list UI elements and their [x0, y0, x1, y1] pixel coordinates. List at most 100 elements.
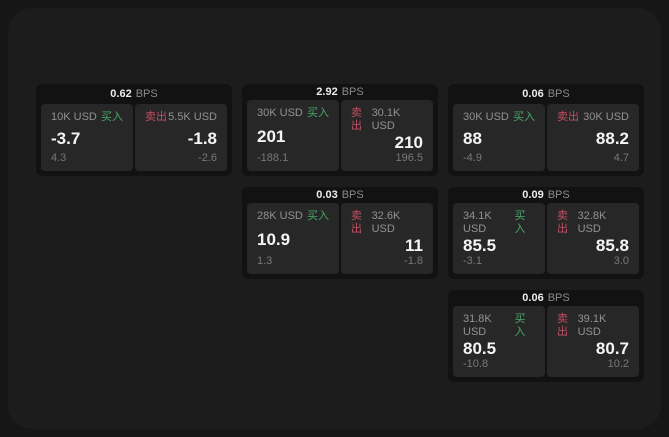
sell-price: 11: [405, 236, 423, 255]
sell-sub-value: 4.7: [613, 152, 629, 164]
buy-price: 201: [257, 126, 286, 146]
buy-label: 买入: [307, 107, 329, 119]
buy-amount: 30K USD: [463, 111, 509, 123]
card-body: 30K USD 买入 201 -188.1 卖出 30.1K USD 210 1…: [242, 100, 438, 176]
sell-panel[interactable]: 卖出 39.1K USD 80.7 10.2: [547, 306, 639, 377]
sell-sub-value: 196.5: [395, 152, 423, 164]
sell-label-row: 卖出 32.8K USD: [557, 210, 629, 236]
card-header: 0.09 BPS: [448, 187, 644, 203]
bps-unit-label: BPS: [341, 189, 364, 201]
card-body: 31.8K USD 买入 80.5 -10.8 卖出 39.1K USD 80.…: [448, 306, 644, 382]
sell-label-row: 卖出 30.1K USD: [351, 107, 423, 133]
bps-unit-label: BPS: [547, 189, 570, 201]
buy-price: -3.7: [51, 128, 81, 148]
sell-price: 210: [394, 133, 423, 152]
app-window: 0.62 BPS 10K USD 买入 -3.7 4.3 卖出 5.5K USD…: [8, 8, 661, 429]
sell-price: -1.8: [187, 128, 217, 148]
sell-sub-value: 3.0: [613, 255, 629, 267]
bps-value: 0.06: [522, 88, 544, 100]
buy-label: 买入: [514, 210, 526, 235]
quote-cards-grid: 0.62 BPS 10K USD 买入 -3.7 4.3 卖出 5.5K USD…: [36, 84, 644, 382]
sell-label-row: 卖出 39.1K USD: [557, 313, 629, 339]
buy-sub-value: 4.3: [51, 152, 67, 164]
sell-panel[interactable]: 卖出 30.1K USD 210 196.5: [341, 100, 433, 171]
bps-value: 0.09: [522, 189, 544, 201]
sell-amount: 32.6K USD: [371, 210, 401, 235]
buy-sub-value: -3.1: [463, 255, 482, 267]
sell-sub-value: -1.8: [404, 255, 423, 267]
buy-sub-value: -10.8: [463, 358, 489, 370]
sell-amount: 5.5K USD: [168, 111, 217, 123]
buy-label: 买入: [307, 210, 329, 222]
card-body: 30K USD 买入 88 -4.9 卖出 30K USD 88.2 4.7: [448, 104, 644, 176]
buy-panel[interactable]: 31.8K USD 买入 80.5 -10.8: [453, 306, 545, 377]
buy-label-row: 34.1K USD 买入: [463, 210, 535, 236]
buy-label-row: 31.8K USD 买入: [463, 313, 535, 339]
quote-card: 0.09 BPS 34.1K USD 买入 85.5 -3.1 卖出 32.8K…: [448, 187, 644, 279]
buy-panel[interactable]: 28K USD 买入 10.9 1.3: [247, 203, 339, 274]
card-header: 0.62 BPS: [36, 84, 232, 104]
buy-panel[interactable]: 30K USD 买入 201 -188.1: [247, 100, 339, 171]
buy-amount: 34.1K USD: [463, 210, 492, 235]
buy-price: 85.5: [463, 236, 497, 255]
sell-label: 卖出: [557, 313, 568, 338]
bps-value: 0.62: [110, 88, 132, 100]
buy-price: 88: [463, 128, 482, 148]
sell-price: 85.8: [595, 236, 629, 255]
buy-amount: 28K USD: [257, 210, 303, 222]
quote-card: 0.62 BPS 10K USD 买入 -3.7 4.3 卖出 5.5K USD…: [36, 84, 232, 176]
buy-label: 买入: [101, 111, 123, 123]
card-header: 0.06 BPS: [448, 84, 644, 104]
sell-price: 88.2: [595, 128, 629, 148]
sell-label-row: 卖出 5.5K USD: [145, 111, 217, 124]
sell-amount: 30.1K USD: [371, 107, 401, 132]
buy-amount: 31.8K USD: [463, 313, 492, 338]
sell-price: 80.7: [595, 339, 629, 358]
card-header: 0.03 BPS: [242, 187, 438, 203]
bps-value: 2.92: [316, 86, 338, 98]
sell-sub-value: 10.2: [607, 358, 629, 370]
buy-price: 10.9: [257, 229, 291, 249]
card-body: 34.1K USD 买入 85.5 -3.1 卖出 32.8K USD 85.8…: [448, 203, 644, 279]
sell-panel[interactable]: 卖出 30K USD 88.2 4.7: [547, 104, 639, 171]
buy-label-row: 28K USD 买入: [257, 210, 329, 223]
bps-unit-label: BPS: [341, 86, 364, 98]
bps-unit-label: BPS: [547, 88, 570, 100]
sell-label: 卖出: [351, 210, 362, 235]
buy-sub-value: -4.9: [463, 152, 482, 164]
sell-label-row: 卖出 32.6K USD: [351, 210, 423, 236]
buy-panel[interactable]: 10K USD 买入 -3.7 4.3: [41, 104, 133, 171]
sell-amount: 32.8K USD: [577, 210, 607, 235]
buy-panel[interactable]: 30K USD 买入 88 -4.9: [453, 104, 545, 171]
sell-sub-value: -2.6: [198, 152, 217, 164]
sell-label: 卖出: [145, 111, 167, 123]
buy-label-row: 30K USD 买入: [257, 107, 329, 120]
sell-label-row: 卖出 30K USD: [557, 111, 629, 124]
sell-label: 卖出: [557, 111, 579, 123]
buy-amount: 30K USD: [257, 107, 303, 119]
sell-amount: 30K USD: [583, 111, 629, 123]
sell-amount: 39.1K USD: [577, 313, 607, 338]
sell-panel[interactable]: 卖出 32.6K USD 11 -1.8: [341, 203, 433, 274]
buy-label-row: 30K USD 买入: [463, 111, 535, 124]
card-header: 2.92 BPS: [242, 84, 438, 100]
buy-amount: 10K USD: [51, 111, 97, 123]
quote-card: 2.92 BPS 30K USD 买入 201 -188.1 卖出 30.1K …: [242, 84, 438, 176]
sell-panel[interactable]: 卖出 32.8K USD 85.8 3.0: [547, 203, 639, 274]
card-body: 28K USD 买入 10.9 1.3 卖出 32.6K USD 11 -1.8: [242, 203, 438, 279]
buy-label-row: 10K USD 买入: [51, 111, 123, 124]
buy-price: 80.5: [463, 339, 497, 358]
buy-sub-value: 1.3: [257, 255, 273, 267]
buy-label: 买入: [513, 111, 535, 123]
bps-value: 0.06: [522, 292, 544, 304]
buy-label: 买入: [514, 313, 526, 338]
sell-label: 卖出: [351, 107, 362, 132]
sell-panel[interactable]: 卖出 5.5K USD -1.8 -2.6: [135, 104, 227, 171]
buy-panel[interactable]: 34.1K USD 买入 85.5 -3.1: [453, 203, 545, 274]
card-body: 10K USD 买入 -3.7 4.3 卖出 5.5K USD -1.8 -2.…: [36, 104, 232, 176]
bps-unit-label: BPS: [135, 88, 158, 100]
bps-value: 0.03: [316, 189, 338, 201]
card-header: 0.06 BPS: [448, 290, 644, 306]
quote-card: 0.06 BPS 31.8K USD 买入 80.5 -10.8 卖出 39.1…: [448, 290, 644, 382]
quote-card: 0.03 BPS 28K USD 买入 10.9 1.3 卖出 32.6K US…: [242, 187, 438, 279]
